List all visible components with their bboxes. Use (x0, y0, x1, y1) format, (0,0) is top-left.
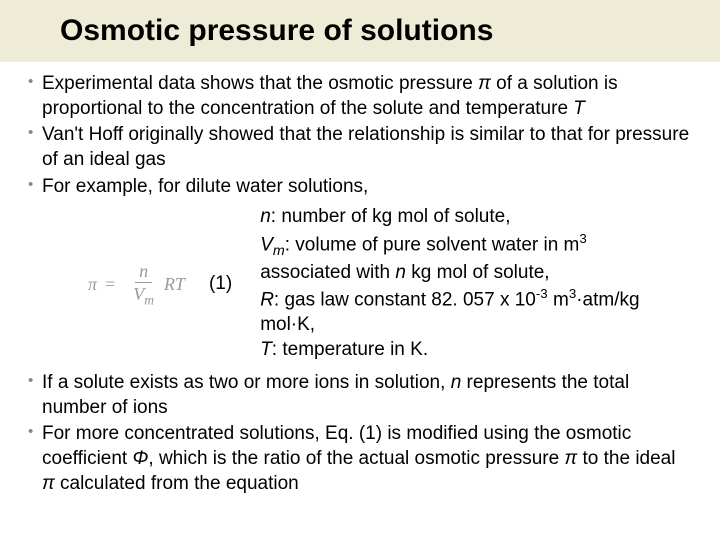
eq-rhs: RT (164, 274, 185, 295)
eq-denominator: Vm (129, 283, 158, 307)
equation-row: π = n Vm RT (1) n: number of kg mol of s… (88, 205, 692, 362)
text: For example, for dilute water solutions, (42, 176, 368, 197)
sym-n: n (260, 206, 271, 227)
list-item: Experimental data shows that the osmotic… (28, 72, 692, 121)
sym-n: n (395, 262, 406, 283)
eq-equals: = (105, 274, 115, 295)
sym-sub: m (273, 243, 285, 259)
def-line: Vm: volume of pure solvent water in m3 (260, 230, 692, 261)
list-item: For more concentrated solutions, Eq. (1)… (28, 422, 692, 496)
eq-fraction: n Vm (129, 262, 158, 307)
title-bar: Osmotic pressure of solutions (0, 0, 720, 62)
eq-den-sub: m (144, 292, 154, 307)
text: associated with (260, 262, 395, 283)
sup: 3 (579, 231, 586, 246)
eq-numerator: n (135, 262, 152, 283)
sym-v: V (260, 234, 273, 255)
text: : number of kg mol of solute, (271, 206, 511, 227)
text: : volume of pure solvent water in m (285, 234, 580, 255)
page-title: Osmotic pressure of solutions (60, 14, 690, 48)
text: m (548, 290, 569, 311)
text: to the ideal (577, 448, 675, 469)
list-item: For example, for dilute water solutions, (28, 175, 692, 200)
def-line: associated with n kg mol of solute, (260, 261, 692, 286)
definitions: n: number of kg mol of solute, Vm: volum… (260, 205, 692, 362)
equation-number: (1) (209, 273, 232, 295)
slide: Osmotic pressure of solutions Experiment… (0, 0, 720, 540)
symbol-phi: Φ (132, 448, 148, 469)
content-area: Experimental data shows that the osmotic… (0, 72, 720, 496)
symbol-t: T (573, 98, 585, 119)
eq-den-base: V (133, 284, 144, 304)
sup: -3 (536, 286, 548, 301)
bullet-list-bottom: If a solute exists as two or more ions i… (28, 371, 692, 496)
list-item: Van't Hoff originally showed that the re… (28, 123, 692, 172)
text: calculated from the equation (55, 473, 299, 494)
text: kg mol of solute, (406, 262, 550, 283)
sym-t: T (260, 339, 272, 360)
text: Experimental data shows that the osmotic… (42, 73, 478, 94)
equation: π = n Vm RT (88, 262, 185, 307)
text: Van't Hoff originally showed that the re… (42, 124, 689, 170)
def-line: R: gas law constant 82. 057 x 10-3 m3·at… (260, 285, 692, 338)
sym-r: R (260, 290, 274, 311)
bullet-list-top: Experimental data shows that the osmotic… (28, 72, 692, 199)
list-item: If a solute exists as two or more ions i… (28, 371, 692, 420)
symbol-pi: π (478, 73, 491, 94)
text: : gas law constant 82. 057 x 10 (274, 290, 536, 311)
text: If a solute exists as two or more ions i… (42, 372, 451, 393)
symbol-pi: π (42, 473, 55, 494)
eq-lhs: π (88, 274, 97, 295)
symbol-pi: π (564, 448, 577, 469)
def-line: n: number of kg mol of solute, (260, 205, 692, 230)
text: , which is the ratio of the actual osmot… (148, 448, 564, 469)
symbol-n: n (451, 372, 462, 393)
text: : temperature in K. (272, 339, 428, 360)
def-line: T: temperature in K. (260, 338, 692, 363)
